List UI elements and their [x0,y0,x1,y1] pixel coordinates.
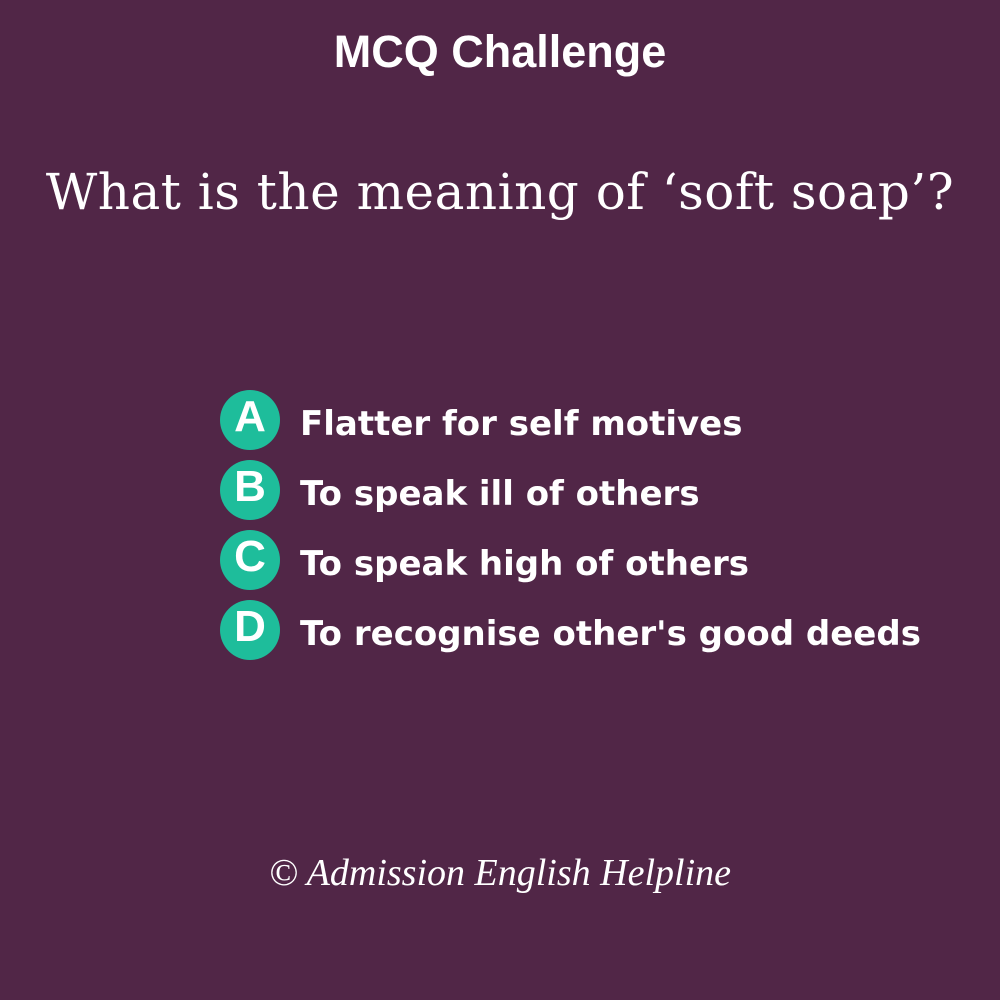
option-a[interactable]: A Flatter for self motives [220,390,1000,450]
option-d-text: To recognise other's good deeds [300,614,921,654]
option-b-text: To speak ill of others [300,474,700,514]
option-a-text: Flatter for self motives [300,404,743,444]
option-c-badge: C [220,530,280,590]
options-list: A Flatter for self motives B To speak il… [220,390,1000,670]
option-c-text: To speak high of others [300,544,750,584]
option-d-badge: D [220,600,280,660]
question-text: What is the meaning of ‘soft soap’? [45,163,955,221]
option-c[interactable]: C To speak high of others [220,530,1000,590]
copyright-credit: © Admission English Helpline [269,852,731,894]
option-b-badge: B [220,460,280,520]
option-b[interactable]: B To speak ill of others [220,460,1000,520]
option-a-badge: A [220,390,280,450]
option-d[interactable]: D To recognise other's good deeds [220,600,1000,660]
page-title: MCQ Challenge [333,26,667,77]
